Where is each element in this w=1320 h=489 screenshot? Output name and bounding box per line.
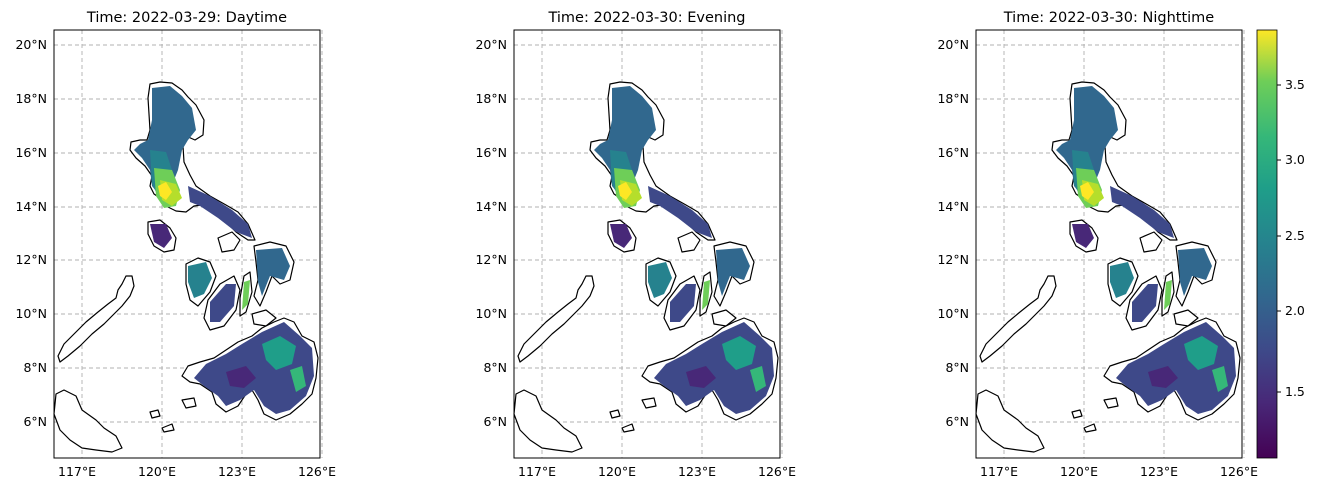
axes-frame <box>513 29 781 459</box>
lat-tick: 10°N <box>937 306 969 321</box>
lon-tick: 126°E <box>758 464 796 479</box>
colorbar-tick: 1.5 <box>1285 384 1305 399</box>
lat-tick: 18°N <box>15 91 47 106</box>
lon-tick: 126°E <box>298 464 336 479</box>
lon-tick: 120°E <box>1060 464 1098 479</box>
panel-title-1: Time: 2022-03-29: Daytime <box>86 10 287 26</box>
lat-ticks: 20°N 18°N 16°N 14°N 12°N 10°N 8°N 6°N <box>15 37 47 429</box>
lat-tick: 8°N <box>945 360 969 375</box>
lat-tick: 14°N <box>937 199 969 214</box>
lat-tick: 14°N <box>475 199 507 214</box>
lat-tick: 6°N <box>483 414 507 429</box>
lat-tick: 20°N <box>937 37 969 52</box>
lat-tick: 12°N <box>15 252 47 267</box>
colorbar: 1.5 2.0 2.5 3.0 3.5 <box>1256 29 1305 459</box>
lat-tick: 16°N <box>15 145 47 160</box>
axes-frame <box>53 29 321 459</box>
lon-ticks: 117°E 120°E 123°E 126°E <box>518 464 796 479</box>
lon-tick: 120°E <box>138 464 176 479</box>
lat-tick: 8°N <box>23 360 47 375</box>
map-panel-1: Time: 2022-03-29: Daytime 117°E 120°E 12… <box>15 10 336 479</box>
lat-tick: 10°N <box>15 306 47 321</box>
lat-tick: 16°N <box>475 145 507 160</box>
lat-tick: 10°N <box>475 306 507 321</box>
lat-ticks: 20°N 18°N 16°N 14°N 12°N 10°N 8°N 6°N <box>937 37 969 429</box>
lat-tick: 18°N <box>937 91 969 106</box>
lat-ticks: 20°N 18°N 16°N 14°N 12°N 10°N 8°N 6°N <box>475 37 507 429</box>
colorbar-tick: 2.0 <box>1285 303 1305 318</box>
lon-ticks: 117°E 120°E 123°E 126°E <box>980 464 1258 479</box>
colorbar-tick: 2.5 <box>1285 228 1305 243</box>
lon-tick: 117°E <box>518 464 556 479</box>
lat-tick: 18°N <box>475 91 507 106</box>
lon-tick: 117°E <box>58 464 96 479</box>
lon-ticks: 117°E 120°E 123°E 126°E <box>58 464 336 479</box>
lat-tick: 14°N <box>15 199 47 214</box>
lon-tick: 126°E <box>1220 464 1258 479</box>
lat-tick: 12°N <box>475 252 507 267</box>
axes-frame <box>975 29 1243 459</box>
colorbar-ticks: 1.5 2.0 2.5 3.0 3.5 <box>1277 77 1305 399</box>
map-panel-2: Time: 2022-03-30: Evening 117°E 120°E 12… <box>475 10 796 479</box>
colorbar-tick: 3.5 <box>1285 77 1305 92</box>
lon-tick: 120°E <box>598 464 636 479</box>
lon-tick: 123°E <box>678 464 716 479</box>
lon-tick: 123°E <box>218 464 256 479</box>
lat-tick: 16°N <box>937 145 969 160</box>
lat-tick: 20°N <box>475 37 507 52</box>
lon-tick: 117°E <box>980 464 1018 479</box>
panel-title-2: Time: 2022-03-30: Evening <box>547 10 745 26</box>
colorbar-tick: 3.0 <box>1285 152 1305 167</box>
lat-tick: 6°N <box>945 414 969 429</box>
lat-tick: 6°N <box>23 414 47 429</box>
lat-tick: 20°N <box>15 37 47 52</box>
lat-tick: 8°N <box>483 360 507 375</box>
lat-tick: 12°N <box>937 252 969 267</box>
lon-tick: 123°E <box>1140 464 1178 479</box>
colorbar-gradient <box>1256 29 1278 459</box>
map-panel-3: Time: 2022-03-30: Nighttime 117°E 120°E … <box>937 10 1258 479</box>
panel-title-3: Time: 2022-03-30: Nighttime <box>1003 10 1215 26</box>
